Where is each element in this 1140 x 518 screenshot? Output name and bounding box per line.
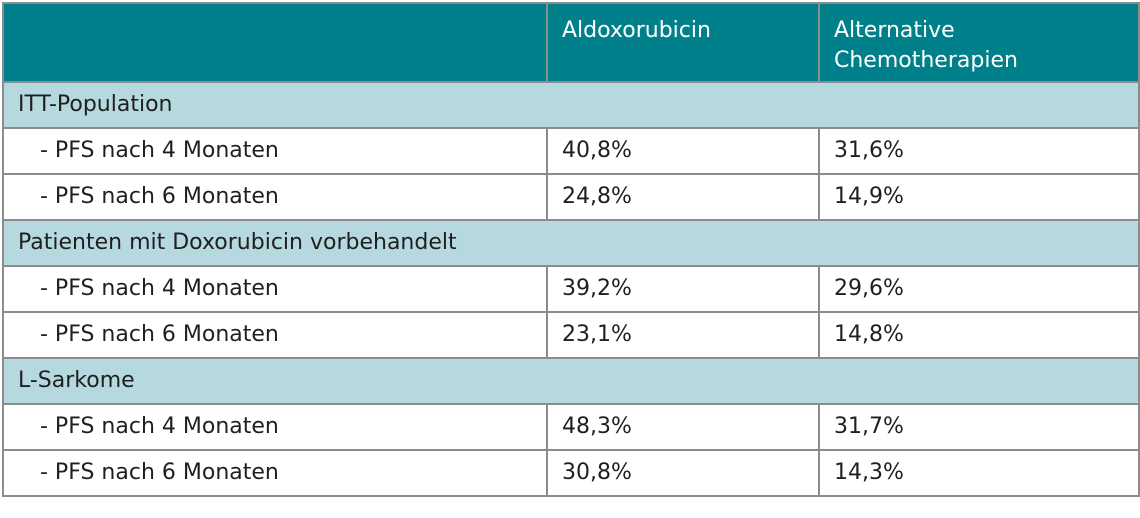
table-row: - PFS nach 6 Monaten 23,1% 14,8% — [2, 311, 1140, 359]
section-row: Patienten mit Doxorubicin vorbehandelt — [2, 219, 1140, 267]
alternative-value: 14,9% — [818, 173, 1140, 221]
section-title: ITT-Population — [2, 81, 1140, 129]
alternative-value: 14,8% — [818, 311, 1140, 359]
table-row: - PFS nach 6 Monaten 24,8% 14,9% — [2, 173, 1140, 221]
section-row: L-Sarkome — [2, 357, 1140, 405]
table-header-row: Aldoxorubicin Alternative Chemotherapien — [2, 2, 1140, 83]
header-cell-aldoxorubicin: Aldoxorubicin — [546, 2, 820, 83]
aldoxorubicin-value: 24,8% — [546, 173, 820, 221]
aldoxorubicin-value: 48,3% — [546, 403, 820, 451]
table-row: - PFS nach 6 Monaten 30,8% 14,3% — [2, 449, 1140, 497]
table-row: - PFS nach 4 Monaten 48,3% 31,7% — [2, 403, 1140, 451]
section-row: ITT-Population — [2, 81, 1140, 129]
aldoxorubicin-value: 39,2% — [546, 265, 820, 313]
aldoxorubicin-value: 40,8% — [546, 127, 820, 175]
alternative-value: 14,3% — [818, 449, 1140, 497]
row-label: - PFS nach 4 Monaten — [2, 265, 548, 313]
row-label: - PFS nach 4 Monaten — [2, 127, 548, 175]
section-title: Patienten mit Doxorubicin vorbehandelt — [2, 219, 1140, 267]
row-label: - PFS nach 6 Monaten — [2, 311, 548, 359]
section-title: L-Sarkome — [2, 357, 1140, 405]
header-cell-alternative: Alternative Chemotherapien — [818, 2, 1140, 83]
table-row: - PFS nach 4 Monaten 40,8% 31,6% — [2, 127, 1140, 175]
aldoxorubicin-value: 30,8% — [546, 449, 820, 497]
row-label: - PFS nach 4 Monaten — [2, 403, 548, 451]
row-label: - PFS nach 6 Monaten — [2, 449, 548, 497]
alternative-value: 31,7% — [818, 403, 1140, 451]
alternative-value: 31,6% — [818, 127, 1140, 175]
row-label: - PFS nach 6 Monaten — [2, 173, 548, 221]
alternative-value: 29,6% — [818, 265, 1140, 313]
pfs-comparison-table: Aldoxorubicin Alternative Chemotherapien… — [2, 2, 1140, 497]
header-cell-empty — [2, 2, 548, 83]
aldoxorubicin-value: 23,1% — [546, 311, 820, 359]
table-row: - PFS nach 4 Monaten 39,2% 29,6% — [2, 265, 1140, 313]
